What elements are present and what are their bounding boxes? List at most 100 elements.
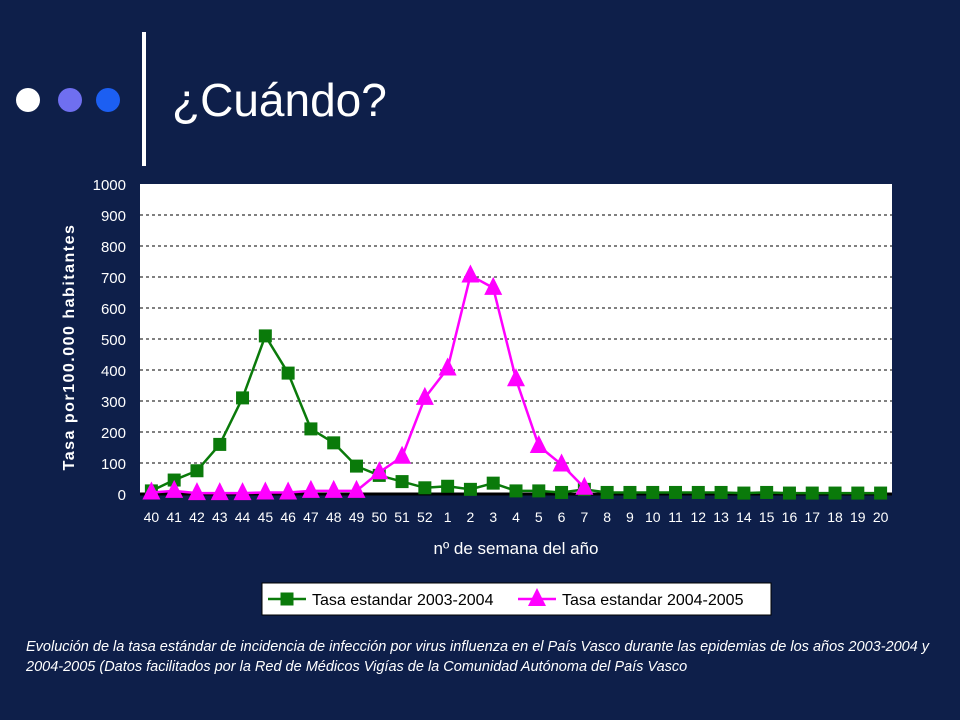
data-point xyxy=(213,437,227,451)
data-point xyxy=(279,481,298,500)
data-point xyxy=(484,276,503,295)
data-point xyxy=(623,485,637,499)
data-point xyxy=(349,459,363,473)
x-tick-label: 20 xyxy=(873,509,889,525)
legend-box xyxy=(261,582,772,616)
data-point xyxy=(507,368,525,387)
x-tick-label: 18 xyxy=(827,509,843,525)
x-tick-label: 41 xyxy=(166,509,182,525)
plot-area xyxy=(140,184,892,494)
data-point xyxy=(304,422,318,436)
x-tick-label: 42 xyxy=(189,509,205,525)
x-tick-label: 43 xyxy=(212,509,228,525)
data-point xyxy=(552,453,571,472)
x-tick-label: 7 xyxy=(580,509,588,525)
legend-label: Tasa estandar 2003-2004 xyxy=(312,592,494,609)
series-triangle xyxy=(142,264,594,501)
x-tick-label: 8 xyxy=(603,509,611,525)
data-point xyxy=(463,482,477,496)
x-tick-label: 15 xyxy=(759,509,775,525)
data-point xyxy=(461,264,480,283)
legend: Tasa estandar 2003-2004 Tasa estandar 200… xyxy=(261,582,772,616)
x-tick-label: 9 xyxy=(626,509,634,525)
data-point xyxy=(851,486,865,500)
blue-dot-icon xyxy=(96,88,120,112)
data-point xyxy=(441,479,455,493)
data-point xyxy=(236,391,250,405)
y-tick-label: 1000 xyxy=(93,177,126,194)
data-point xyxy=(646,485,660,499)
x-tick-label: 40 xyxy=(144,509,160,525)
y-tick-label: 800 xyxy=(101,239,126,256)
x-tick-label: 4 xyxy=(512,509,520,525)
data-point xyxy=(418,481,432,495)
x-tick-label: 48 xyxy=(326,509,342,525)
data-point xyxy=(347,479,366,498)
x-tick-label: 11 xyxy=(668,509,683,525)
y-tick-label: 500 xyxy=(101,332,126,349)
data-point xyxy=(393,445,412,464)
x-axis-label: nº de semana del año xyxy=(434,539,599,558)
data-point xyxy=(258,329,272,343)
data-point xyxy=(370,461,389,480)
y-tick-label: 900 xyxy=(101,208,126,225)
series-layer xyxy=(142,264,888,501)
data-point xyxy=(529,434,548,453)
x-tick-label: 12 xyxy=(691,509,707,525)
x-tick-label: 10 xyxy=(645,509,661,525)
y-tick-label: 400 xyxy=(101,363,126,380)
slide-title: ¿Cuándo? xyxy=(172,74,387,126)
x-tick-label: 3 xyxy=(489,509,497,525)
data-point xyxy=(301,479,320,498)
data-point xyxy=(874,486,888,500)
violet-dot-icon xyxy=(58,88,82,112)
legend-marker xyxy=(528,588,546,606)
data-point xyxy=(509,484,523,498)
data-point xyxy=(233,482,252,501)
y-axis-label: Tasa por100.000 habitantes xyxy=(61,224,78,471)
x-tick-label: 16 xyxy=(782,509,798,525)
data-point xyxy=(600,485,614,499)
y-tick-label: 100 xyxy=(101,456,126,473)
x-tick-label: 46 xyxy=(280,509,296,525)
y-axis-ticks: 0 100 200 300 400 500 600 700 800 900 1000 xyxy=(93,177,126,504)
x-tick-label: 52 xyxy=(417,509,433,525)
data-point xyxy=(486,476,500,490)
x-tick-label: 19 xyxy=(850,509,866,525)
data-point xyxy=(281,366,295,380)
data-point xyxy=(256,481,275,500)
data-point xyxy=(760,485,774,499)
x-tick-label: 2 xyxy=(467,509,475,525)
data-point xyxy=(438,357,457,376)
x-axis-ticks: 40 41 42 43 44 45 46 47 48 49 50 51 52 1 2 3 4 5 6 7 8 9 10 11 1… xyxy=(144,509,889,525)
data-point xyxy=(828,486,842,500)
data-point xyxy=(327,436,341,450)
data-point xyxy=(555,485,569,499)
data-point xyxy=(324,479,343,498)
data-point xyxy=(210,482,229,501)
data-point xyxy=(187,482,206,501)
x-tick-label: 13 xyxy=(713,509,729,525)
x-tick-label: 45 xyxy=(258,509,274,525)
data-point xyxy=(190,464,204,478)
data-point xyxy=(532,484,546,498)
title-divider xyxy=(142,32,146,166)
legend-label: Tasa estandar 2004-2005 xyxy=(562,592,744,609)
data-point xyxy=(395,475,409,489)
x-tick-label: 17 xyxy=(804,509,820,525)
y-tick-label: 200 xyxy=(101,425,126,442)
figure-caption: Evolución de la tasa estándar de inciden… xyxy=(26,639,930,675)
x-tick-label: 44 xyxy=(235,509,251,525)
x-tick-label: 5 xyxy=(535,509,543,525)
data-point xyxy=(714,485,728,499)
x-tick-label: 6 xyxy=(558,509,566,525)
white-dot-icon xyxy=(16,88,40,112)
data-point xyxy=(782,486,796,500)
x-tick-label: 1 xyxy=(444,509,452,525)
data-point xyxy=(805,486,819,500)
data-point xyxy=(691,485,705,499)
x-tick-label: 49 xyxy=(349,509,365,525)
legend-marker xyxy=(280,592,294,606)
y-tick-label: 0 xyxy=(118,487,126,504)
